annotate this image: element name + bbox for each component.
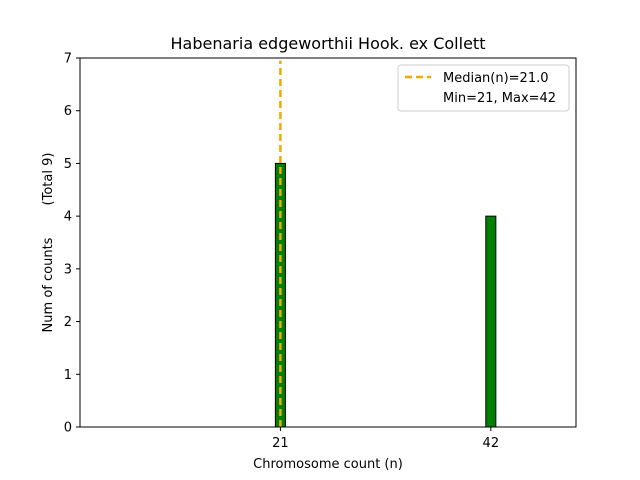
plot-frame <box>79 57 577 428</box>
chart-title: Habenaria edgeworthii Hook. ex Collett <box>171 34 486 53</box>
legend: Median(n)=21.0 Min=21, Max=42 <box>397 64 570 112</box>
x-axis-label: Chromosome count (n) <box>253 457 403 472</box>
y-tick-label-2: 2 <box>64 315 72 330</box>
legend-box <box>397 64 570 112</box>
y-tick-label-1: 1 <box>64 368 72 383</box>
legend-median-label: Median(n)=21.0 <box>443 71 549 86</box>
y-axis-ticks: 0 1 2 3 4 5 6 7 <box>64 52 80 436</box>
y-tick-label-6: 6 <box>64 104 72 119</box>
y-tick-label-4: 4 <box>64 210 72 225</box>
y-axis-total-label: (Total 9) <box>41 153 56 206</box>
y-tick-label-0: 0 <box>64 421 72 436</box>
x-tick-label-21: 21 <box>272 436 289 451</box>
y-axis-label: Num of counts <box>41 237 56 332</box>
y-tick-label-3: 3 <box>64 262 72 277</box>
legend-min-max-label: Min=21, Max=42 <box>443 91 556 106</box>
y-tick-label-7: 7 <box>64 52 72 67</box>
x-axis-ticks: 21 42 <box>272 427 499 451</box>
bar-42 <box>485 215 497 428</box>
y-tick-label-5: 5 <box>64 157 72 172</box>
x-tick-label-42: 42 <box>483 436 500 451</box>
plot-area <box>80 58 576 427</box>
